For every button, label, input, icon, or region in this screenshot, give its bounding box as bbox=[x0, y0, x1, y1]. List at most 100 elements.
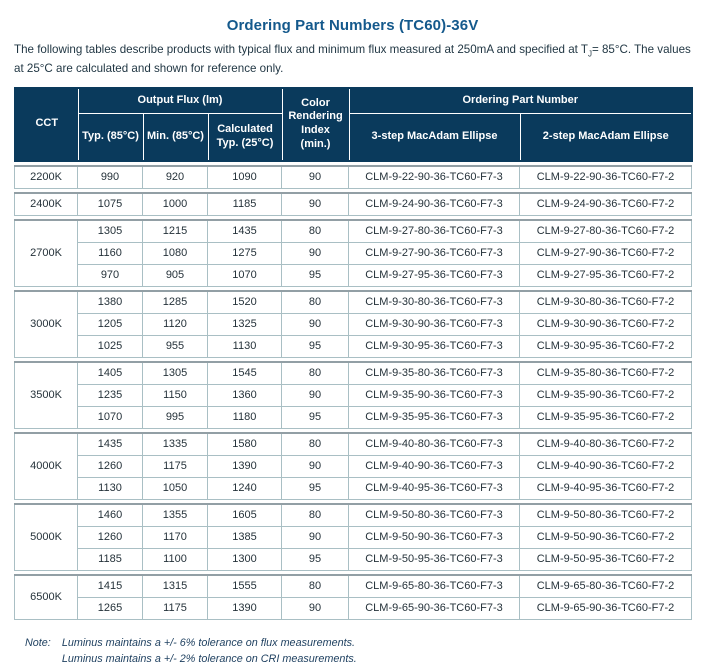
part-number-2step-cell: CLM-9-40-95-36-TC60-F7-2 bbox=[519, 476, 692, 500]
cct-cell: 3500K bbox=[14, 361, 78, 429]
min-85c-cell: 1285 bbox=[142, 290, 208, 314]
part-number-3step-cell: CLM-9-65-90-36-TC60-F7-3 bbox=[348, 596, 520, 620]
min-85c-cell: 955 bbox=[142, 334, 208, 358]
col-header-calc-typ-25c: Calculated Typ. (25°C) bbox=[207, 112, 283, 162]
part-number-2step-cell: CLM-9-27-80-36-TC60-F7-2 bbox=[519, 219, 692, 243]
typ-85c-cell: 990 bbox=[77, 165, 143, 189]
typ-85c-cell: 1070 bbox=[77, 405, 143, 429]
cri-cell: 90 bbox=[281, 596, 349, 620]
calc-typ-25c-cell: 1360 bbox=[207, 383, 282, 407]
cct-group-3500k: 3500K 1405 1305 1545 80 CLM-9-35-80-36-TC60-F… bbox=[14, 360, 692, 429]
min-85c-cell: 1175 bbox=[142, 596, 208, 620]
part-number-3step-cell: CLM-9-40-95-36-TC60-F7-3 bbox=[348, 476, 520, 500]
cri-cell: 80 bbox=[281, 432, 349, 456]
table-row: 5000K 1460 1355 1605 80 CLM-9-50-80-36-TC60-F… bbox=[14, 503, 692, 571]
table-row: 1235 1150 1360 90 CLM-9-35-90-36-TC60-F7-3 CL… bbox=[15, 383, 692, 407]
part-number-3step-cell: CLM-9-50-80-36-TC60-F7-3 bbox=[348, 503, 520, 527]
table-row: 3500K 1405 1305 1545 80 CLM-9-35-80-36-TC60-F… bbox=[14, 361, 692, 429]
cct-cell: 2400K bbox=[14, 192, 78, 216]
min-85c-cell: 1050 bbox=[142, 476, 208, 500]
min-85c-cell: 1335 bbox=[142, 432, 208, 456]
col-header-cct: CCT bbox=[14, 87, 79, 162]
part-number-3step-cell: CLM-9-27-95-36-TC60-F7-3 bbox=[348, 263, 520, 287]
cri-cell: 80 bbox=[281, 219, 349, 243]
min-85c-cell: 1000 bbox=[142, 192, 208, 216]
part-number-2step-cell: CLM-9-35-90-36-TC60-F7-2 bbox=[519, 383, 692, 407]
calc-typ-25c-cell: 1180 bbox=[207, 405, 282, 429]
note-lines: Luminus maintains a +/- 6% tolerance on … bbox=[62, 635, 357, 667]
cri-cell: 95 bbox=[281, 547, 349, 571]
part-number-3step-cell: CLM-9-50-90-36-TC60-F7-3 bbox=[348, 525, 520, 549]
calc-typ-25c-cell: 1130 bbox=[207, 334, 282, 358]
cri-cell: 80 bbox=[281, 290, 349, 314]
cri-cell: 95 bbox=[281, 405, 349, 429]
typ-85c-cell: 1380 bbox=[77, 290, 143, 314]
typ-85c-cell: 1260 bbox=[77, 454, 143, 478]
typ-85c-cell: 1185 bbox=[77, 547, 143, 571]
typ-85c-cell: 1260 bbox=[77, 525, 143, 549]
part-number-3step-cell: CLM-9-50-95-36-TC60-F7-3 bbox=[348, 547, 520, 571]
table-row: 1260 1170 1385 90 CLM-9-50-90-36-TC60-F7-3 CL… bbox=[15, 525, 692, 549]
typ-85c-cell: 1160 bbox=[77, 241, 143, 265]
table-row: 1205 1120 1325 90 CLM-9-30-90-36-TC60-F7-3 CL… bbox=[15, 312, 692, 336]
col-header-min-85c: Min. (85°C) bbox=[142, 112, 209, 162]
calc-typ-25c-cell: 1390 bbox=[207, 454, 282, 478]
calc-typ-25c-cell: 1325 bbox=[207, 312, 282, 336]
part-number-2step-cell: CLM-9-22-90-36-TC60-F7-2 bbox=[519, 165, 692, 189]
cri-cell: 80 bbox=[281, 361, 349, 385]
col-header-3step-macadam: 3-step MacAdam Ellipse bbox=[348, 112, 521, 162]
cct-cell: 2700K bbox=[14, 219, 78, 287]
intro-part1: The following tables describe products w… bbox=[14, 43, 588, 56]
min-85c-cell: 1315 bbox=[142, 574, 208, 598]
typ-85c-cell: 1415 bbox=[77, 574, 143, 598]
table-row: 1260 1175 1390 90 CLM-9-40-90-36-TC60-F7-3 CL… bbox=[15, 454, 692, 478]
col-header-typ-85c: Typ. (85°C) bbox=[77, 112, 144, 162]
table-row: 2200K 990 920 1090 90 CLM-9-22-90-36-TC60-F7-… bbox=[14, 165, 692, 189]
table-row: 1070 995 1180 95 CLM-9-35-95-36-TC60-F7-3 CLM… bbox=[15, 405, 692, 429]
table-row: 4000K 1435 1335 1580 80 CLM-9-40-80-36-TC60-F… bbox=[14, 432, 692, 500]
min-85c-cell: 995 bbox=[142, 405, 208, 429]
part-number-3step-cell: CLM-9-30-95-36-TC60-F7-3 bbox=[348, 334, 520, 358]
part-number-2step-cell: CLM-9-24-90-36-TC60-F7-2 bbox=[519, 192, 692, 216]
typ-85c-cell: 1305 bbox=[77, 219, 143, 243]
cct-cell: 6500K bbox=[14, 574, 78, 620]
min-85c-cell: 905 bbox=[142, 263, 208, 287]
part-number-3step-cell: CLM-9-40-80-36-TC60-F7-3 bbox=[348, 432, 520, 456]
part-number-2step-cell: CLM-9-50-80-36-TC60-F7-2 bbox=[519, 503, 692, 527]
cct-group-5000k: 5000K 1460 1355 1605 80 CLM-9-50-80-36-TC60-F… bbox=[14, 502, 692, 571]
min-85c-cell: 1170 bbox=[142, 525, 208, 549]
min-85c-cell: 1355 bbox=[142, 503, 208, 527]
cri-cell: 80 bbox=[281, 574, 349, 598]
typ-85c-cell: 1460 bbox=[77, 503, 143, 527]
part-number-3step-cell: CLM-9-30-80-36-TC60-F7-3 bbox=[348, 290, 520, 314]
calc-typ-25c-cell: 1520 bbox=[207, 290, 282, 314]
calc-typ-25c-cell: 1580 bbox=[207, 432, 282, 456]
ordering-part-numbers-table: CCT Output Flux (lm) Color Rendering Ind… bbox=[14, 86, 694, 620]
typ-85c-cell: 1235 bbox=[77, 383, 143, 407]
cri-cell: 90 bbox=[281, 525, 349, 549]
col-header-cri: Color Rendering Index (min.) bbox=[281, 87, 350, 162]
table-row: 1160 1080 1275 90 CLM-9-27-90-36-TC60-F7-3 CL… bbox=[15, 241, 692, 265]
part-number-2step-cell: CLM-9-65-90-36-TC60-F7-2 bbox=[519, 596, 692, 620]
col-header-ordering-part-number: Ordering Part Number bbox=[348, 87, 693, 114]
typ-85c-cell: 1075 bbox=[77, 192, 143, 216]
cri-cell: 90 bbox=[281, 192, 349, 216]
calc-typ-25c-cell: 1185 bbox=[207, 192, 282, 216]
part-number-2step-cell: CLM-9-27-90-36-TC60-F7-2 bbox=[519, 241, 692, 265]
note-line-1: Luminus maintains a +/- 6% tolerance on … bbox=[61, 636, 355, 649]
table-header: CCT Output Flux (lm) Color Rendering Ind… bbox=[14, 86, 694, 162]
min-85c-cell: 920 bbox=[142, 165, 208, 189]
intro-subscript-j: J bbox=[587, 49, 592, 59]
cri-cell: 90 bbox=[281, 312, 349, 336]
cct-group-4000k: 4000K 1435 1335 1580 80 CLM-9-40-80-36-TC60-F… bbox=[14, 431, 692, 500]
calc-typ-25c-cell: 1385 bbox=[207, 525, 282, 549]
part-number-2step-cell: CLM-9-35-80-36-TC60-F7-2 bbox=[519, 361, 692, 385]
cct-group-3000k: 3000K 1380 1285 1520 80 CLM-9-30-80-36-TC60-F… bbox=[14, 289, 692, 358]
table-row: 6500K 1415 1315 1555 80 CLM-9-65-80-36-TC60-F… bbox=[14, 574, 692, 620]
cct-group-6500k: 6500K 1415 1315 1555 80 CLM-9-65-80-36-TC60-F… bbox=[14, 573, 692, 620]
min-85c-cell: 1175 bbox=[142, 454, 208, 478]
datasheet-page: Ordering Part Numbers (TC60)-36V The fol… bbox=[0, 17, 705, 670]
part-number-3step-cell: CLM-9-30-90-36-TC60-F7-3 bbox=[348, 312, 520, 336]
cct-group-2700k: 2700K 1305 1215 1435 80 CLM-9-27-80-36-TC60-F… bbox=[14, 218, 692, 287]
part-number-3step-cell: CLM-9-35-80-36-TC60-F7-3 bbox=[348, 361, 520, 385]
